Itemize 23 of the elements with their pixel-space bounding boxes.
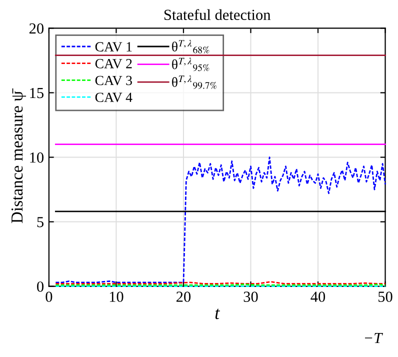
y-tick-label: 10 xyxy=(30,152,44,163)
legend-label: θ$^{T,λ}$$_{99.7%}$ xyxy=(172,75,216,89)
legend-label: θ$^{T,λ}$$_{68%}$ xyxy=(172,40,210,54)
x-tick-label: 10 xyxy=(110,292,124,302)
x-axis-title: t xyxy=(215,308,220,320)
chart-title: Stateful detection xyxy=(164,9,271,20)
legend-label: θ$^{T,λ}$$_{95%}$ xyxy=(172,58,210,72)
y-axis-title: Distance measure ψ̄ xyxy=(11,88,26,224)
line-series xyxy=(54,156,386,284)
legend-label: CAV 1 xyxy=(95,42,132,52)
text: −T xyxy=(365,333,383,344)
x-tick-label: 50 xyxy=(378,292,392,302)
legend-label: CAV 2 xyxy=(95,59,132,68)
x-tick-label: 40 xyxy=(310,292,326,302)
x-tick-label: 20 xyxy=(176,292,191,302)
x-tick-label: 0 xyxy=(46,292,52,302)
y-tick-label: 15 xyxy=(30,88,44,98)
legend-label: CAV 4 xyxy=(95,92,132,102)
y-tick-label: 0 xyxy=(37,281,44,292)
y-tick-label: 20 xyxy=(29,23,44,34)
x-tick-label: 30 xyxy=(244,292,258,302)
legend-label: CAV 3 xyxy=(95,76,132,86)
y-tick-label: 5 xyxy=(37,217,44,228)
